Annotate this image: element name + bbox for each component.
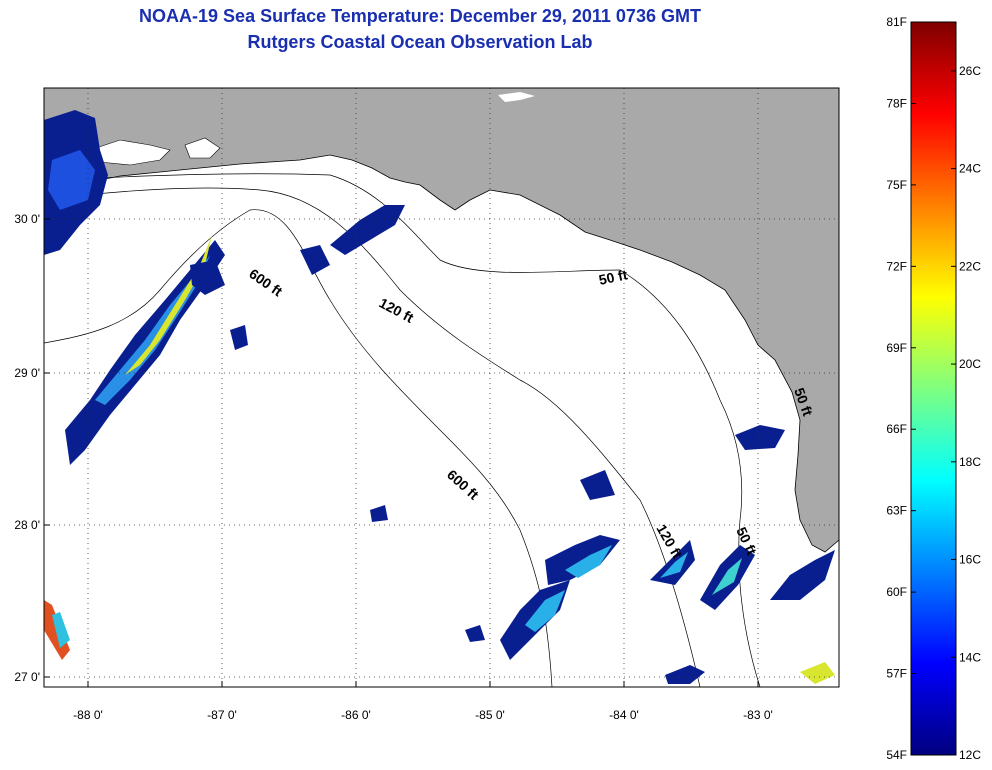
colorbar-label-f: 57F (886, 667, 907, 681)
plot-frame (43, 87, 840, 688)
colorbar-label-c: 22C (959, 259, 981, 273)
y-tick-label: 28 0' (14, 518, 40, 532)
y-tick-label: 29 0' (14, 366, 40, 380)
colorbar-label-c: 16C (959, 553, 981, 567)
colorbar-label-c: 14C (959, 650, 981, 664)
land-mass (44, 88, 839, 553)
colorbar-label-c: 20C (959, 357, 981, 371)
y-tick-label: 30 0' (14, 212, 40, 226)
x-axis-labels: -88 0' -87 0' -86 0' -85 0' -84 0' -83 0… (73, 708, 773, 722)
x-tick-label: -87 0' (207, 708, 237, 722)
colorbar-label-c: 26C (959, 64, 981, 78)
colorbar-label-f: 63F (886, 504, 907, 518)
colorbar-label-c: 24C (959, 162, 981, 176)
colorbar-label-f: 81F (886, 15, 907, 29)
colorbar-label-f: 78F (886, 96, 907, 110)
colorbar-labels: 81F 78F 75F 72F 69F 66F 63F 60F 57F 54F 26C 24C 22C 2… (886, 15, 981, 762)
colorbar-label-f: 69F (886, 341, 907, 355)
contour-50ft-line (59, 173, 761, 687)
y-axis-labels: 30 0' 29 0' 28 0' 27 0' (14, 212, 40, 684)
colorbar-ticks (911, 21, 956, 756)
colorbar (910, 21, 957, 756)
contour-label-50ft: 50 ft (597, 266, 629, 288)
x-tick-label: -86 0' (341, 708, 371, 722)
colorbar-label-c: 12C (959, 748, 981, 762)
bathymetry-contours (44, 173, 761, 687)
axis-ticks (44, 218, 759, 687)
contour-120ft-line (44, 187, 701, 687)
bay-inlet (89, 139, 171, 166)
colorbar-label-f: 66F (886, 422, 907, 436)
colorbar-label-f: 60F (886, 585, 907, 599)
map-subtitle: Rutgers Coastal Ocean Observation Lab (247, 32, 593, 52)
bay-inlet (184, 137, 221, 159)
x-tick-label: -85 0' (475, 708, 505, 722)
colorbar-label-f: 72F (886, 259, 907, 273)
x-tick-label: -84 0' (609, 708, 639, 722)
lake (498, 92, 535, 102)
y-tick-label: 27 0' (14, 670, 40, 684)
contour-600ft-line (44, 209, 553, 687)
map-title: NOAA-19 Sea Surface Temperature: Decembe… (139, 6, 701, 26)
colorbar-label-f: 75F (886, 178, 907, 192)
x-tick-label: -83 0' (743, 708, 773, 722)
sst-data (44, 110, 835, 684)
colorbar-label-f: 54F (886, 748, 907, 762)
x-tick-label: -88 0' (73, 708, 103, 722)
colorbar-label-c: 18C (959, 455, 981, 469)
